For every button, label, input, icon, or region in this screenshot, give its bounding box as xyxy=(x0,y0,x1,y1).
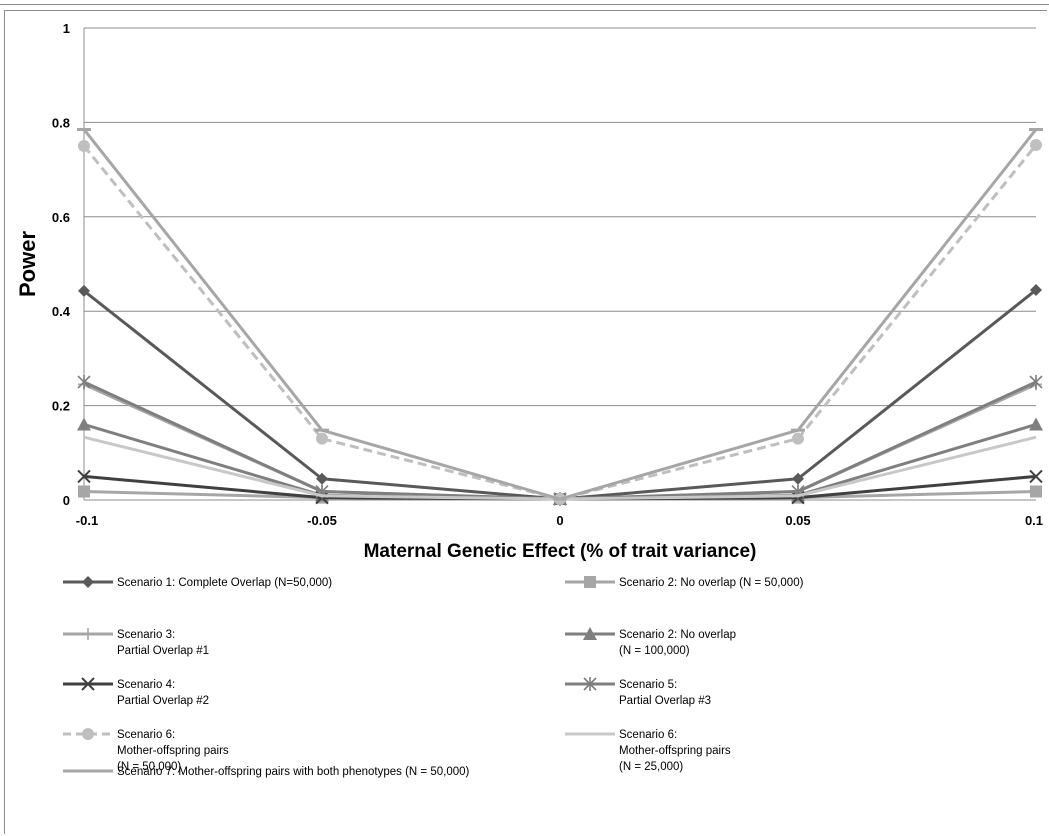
data-point xyxy=(77,469,91,484)
series-7 xyxy=(78,139,1042,506)
legend: Scenario 1: Complete Overlap (N=50,000) S… xyxy=(63,576,804,778)
legend-label: Scenario 4: xyxy=(117,679,175,691)
legend-label: Mother-offspring pairs xyxy=(619,745,731,757)
legend-marker xyxy=(584,576,596,588)
x-axis-title: Maternal Genetic Effect (% of trait vari… xyxy=(364,541,757,562)
legend-item-6: Scenario 5: Partial Overlap #3 xyxy=(565,677,711,707)
y-tick-label: 0.4 xyxy=(52,304,71,319)
data-point xyxy=(1030,485,1042,498)
legend-item-7: Scenario 6: Mother-offspring pairs (N = 50… xyxy=(63,728,229,773)
legend-label: Scenario 5: xyxy=(619,679,677,691)
legend-label: Scenario 3: xyxy=(117,629,175,641)
series-line xyxy=(82,144,1038,501)
y-tick-label: 0.8 xyxy=(52,115,70,130)
legend-item-8: Scenario 6: Mother-offspring pairs (N = 25… xyxy=(565,729,731,773)
data-point xyxy=(77,417,91,431)
window-top-border xyxy=(0,4,1049,5)
series-9 xyxy=(77,127,1043,501)
y-axis-title: Power xyxy=(15,231,40,297)
data-point xyxy=(78,284,90,297)
data-point xyxy=(1029,375,1043,389)
legend-marker xyxy=(82,576,94,588)
series-3 xyxy=(78,378,1042,506)
legend-item-2: Scenario 2: No overlap (N = 50,000) xyxy=(565,576,804,589)
legend-marker xyxy=(583,677,597,691)
legend-marker xyxy=(583,627,597,640)
legend-item-9: Scenario 7: Mother-offspring pairs with … xyxy=(63,766,470,778)
legend-item-1: Scenario 1: Complete Overlap (N=50,000) xyxy=(63,576,332,589)
legend-item-5: Scenario 4: Partial Overlap #2 xyxy=(63,677,209,707)
series-6 xyxy=(77,375,1043,507)
data-point xyxy=(792,432,804,445)
legend-item-4: Scenario 2: No overlap (N = 100,000) xyxy=(565,627,736,657)
chart-frame xyxy=(4,10,1047,834)
legend-marker xyxy=(82,728,94,740)
series-lines xyxy=(77,127,1043,507)
series-line xyxy=(83,380,1037,501)
gridlines xyxy=(84,27,1036,407)
legend-item-3: Scenario 3: Partial Overlap #1 xyxy=(63,628,209,657)
legend-label: Scenario 6: xyxy=(117,729,175,741)
data-point xyxy=(316,472,328,485)
y-tick-label: 0.2 xyxy=(52,399,70,414)
x-tick-label: 0.05 xyxy=(785,513,810,528)
legend-label: Scenario 1: Complete Overlap (N=50,000) xyxy=(117,577,332,589)
x-tick-label: -0.1 xyxy=(76,513,98,528)
x-tick-label: 0.1 xyxy=(1025,513,1043,528)
y-tick-label: 1 xyxy=(63,21,70,36)
data-point xyxy=(1030,139,1042,152)
legend-label: Scenario 2: No overlap xyxy=(619,629,736,641)
legend-label: Partial Overlap #2 xyxy=(117,695,209,707)
legend-marker xyxy=(81,677,95,691)
legend-label: Scenario 6: xyxy=(619,729,677,741)
legend-label: Scenario 2: No overlap (N = 50,000) xyxy=(619,577,804,589)
y-tick-labels: 0 0.2 0.4 0.6 0.8 1 xyxy=(52,21,71,508)
data-point xyxy=(78,485,90,498)
y-tick-label: 0.6 xyxy=(52,210,70,225)
x-tick-label: 0 xyxy=(556,513,563,528)
legend-marker xyxy=(82,628,94,640)
legend-label: Mother-offspring pairs xyxy=(117,745,229,757)
data-point xyxy=(1029,417,1043,431)
legend-label: Partial Overlap #3 xyxy=(619,695,711,707)
x-tick-labels: -0.1 -0.05 0 0.05 0.1 xyxy=(76,513,1043,528)
data-point xyxy=(316,432,328,445)
series-line xyxy=(82,128,1038,501)
series-4 xyxy=(77,417,1043,506)
legend-label: (N = 25,000) xyxy=(619,761,683,773)
data-point xyxy=(792,472,804,485)
legend-label: Partial Overlap #1 xyxy=(117,645,209,657)
data-point xyxy=(1030,283,1042,296)
data-point xyxy=(1029,469,1043,484)
data-point xyxy=(77,375,91,389)
legend-label: (N = 100,000) xyxy=(619,645,690,657)
axes xyxy=(83,28,1036,501)
data-point xyxy=(78,140,90,152)
x-tick-label: -0.05 xyxy=(307,513,337,528)
legend-label: Scenario 7: Mother-offspring pairs with … xyxy=(117,766,470,778)
y-tick-label: 0 xyxy=(63,493,70,508)
legend-label: (N = 50,000) xyxy=(117,761,181,773)
